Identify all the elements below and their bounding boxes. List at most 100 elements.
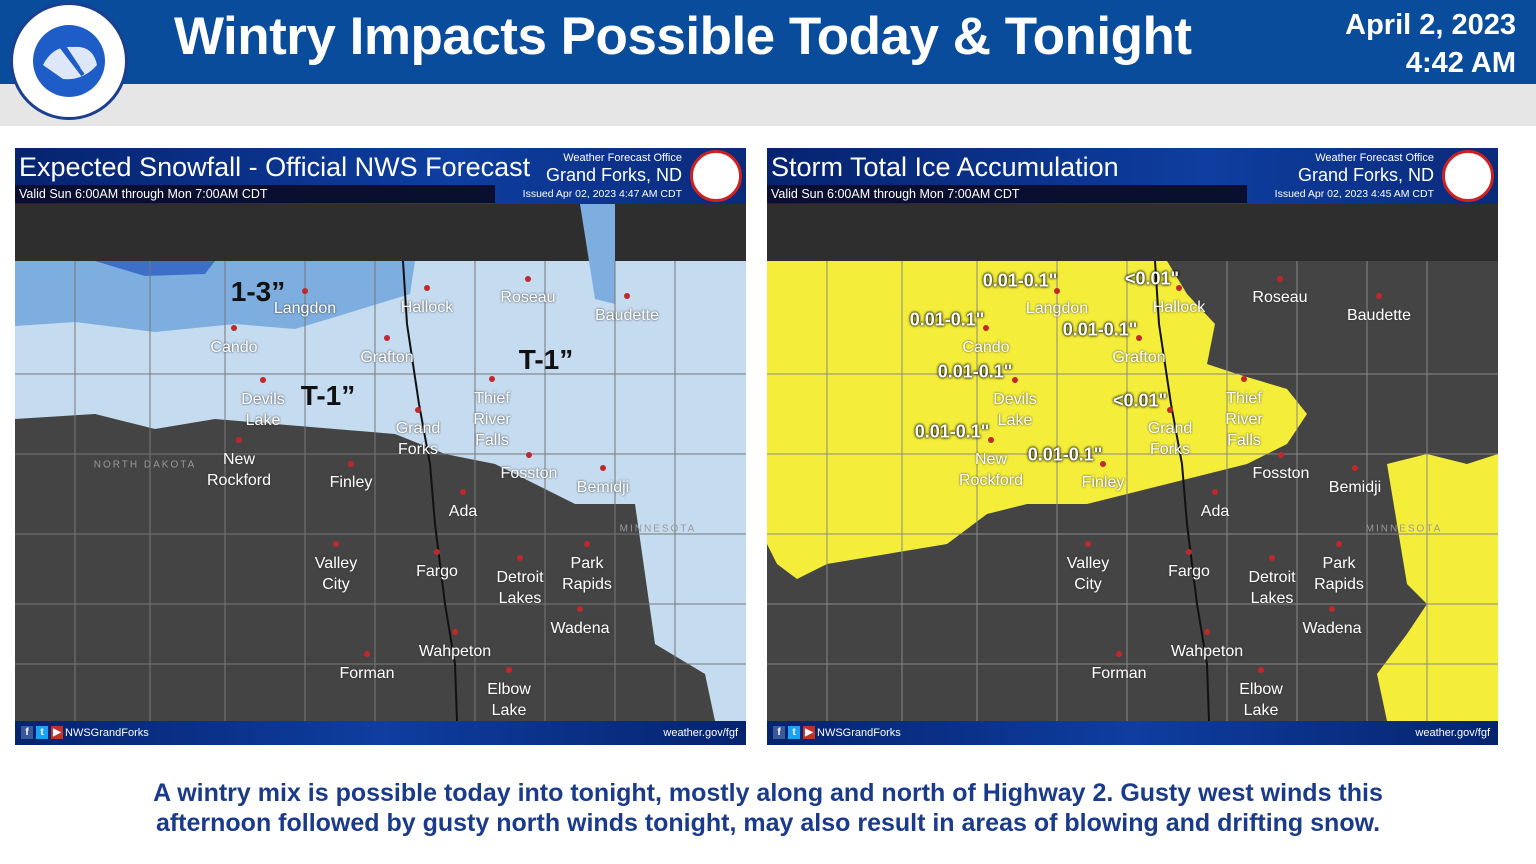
city-marker [489,376,495,382]
city-label: Fargo [416,563,458,580]
issued-time: Issued Apr 02, 2023 4:47 AM CDT [522,188,682,200]
city-label: Fargo [1168,563,1210,580]
city-marker [260,377,266,383]
date: April 2, 2023 [1345,9,1516,41]
city-marker [600,465,606,471]
city-label: Thief River Falls [473,390,511,449]
twitter-icon[interactable]: t [788,726,800,739]
panel-title: Storm Total Ice Accumulation [771,152,1119,182]
city-marker [415,407,421,413]
city-label: Elbow Lake [487,681,531,719]
facebook-icon[interactable]: f [21,726,33,739]
nws-logo-small [1442,150,1494,202]
city-marker [1278,452,1284,458]
state-label: MINNESOTA [619,523,697,535]
city-marker [348,461,354,467]
city-marker [983,325,989,331]
panel-header: Expected Snowfall - Official NWS Forecas… [15,148,746,204]
city-label: Bemidji [576,479,630,496]
city-marker [1136,335,1142,341]
city-marker [236,437,242,443]
ice-amount-label: 0.01-0.1" [1062,319,1138,340]
city-marker [452,629,458,635]
city-label: Baudette [1346,307,1412,324]
city-marker [1258,667,1264,673]
city-marker [384,335,390,341]
website-link[interactable]: weather.gov/fgf [1415,727,1490,739]
city-marker [424,285,430,291]
city-marker [364,651,370,657]
city-marker [1186,549,1192,555]
city-marker [517,555,523,561]
city-label: Forman [339,665,395,682]
ice-amount-label: 0.01-0.1" [914,421,990,442]
state-label: NORTH DAKOTA [93,459,197,471]
city-marker [1100,461,1106,467]
city-label: Devils Lake [993,391,1037,429]
city-label: Thief River Falls [1225,390,1263,449]
city-label: Park Rapids [1314,555,1364,593]
facebook-icon[interactable]: f [773,726,785,739]
city-marker [624,293,630,299]
youtube-icon[interactable]: ▶ [51,726,63,739]
panel-title: Expected Snowfall - Official NWS Forecas… [19,152,531,182]
ice-region-east [1377,454,1498,721]
city-marker [333,541,339,547]
caption-line-2: afternoon followed by gusty north winds … [155,809,1381,837]
snow-amount-label: 1-3” [230,276,286,307]
ice-amount-label: 0.01-0.1" [982,270,1058,291]
snow-amount-label: T-1” [518,344,574,375]
city-marker [1176,285,1182,291]
panel-footer: f t ▶ NWSGrandForks weather.gov/fgf [15,721,746,745]
city-label: Fosston [1252,465,1310,482]
office-name: Grand Forks, ND [1297,165,1434,185]
city-marker [1336,541,1342,547]
ice-amount-label: <0.01" [1112,390,1168,411]
city-label: Elbow Lake [1239,681,1283,719]
website-link[interactable]: weather.gov/fgf [663,727,738,739]
city-marker [231,325,237,331]
city-label: Hallock [400,299,454,316]
city-marker [1054,288,1060,294]
city-marker [1085,541,1091,547]
city-label: Grand Forks [1147,420,1193,458]
city-label: Ada [1200,503,1230,520]
office-label: Weather Forecast Office [1315,152,1434,164]
city-label: Valley City [314,555,358,593]
city-label: Wahpeton [1170,643,1244,660]
city-marker [1116,651,1122,657]
ice-map [767,204,1498,721]
ice-amount-label: 0.01-0.1" [937,361,1013,382]
city-label: Wadena [550,620,610,637]
city-label: Langdon [1025,300,1089,317]
twitter-icon[interactable]: t [36,726,48,739]
city-label: Wadena [1302,620,1362,637]
ice-panel: Storm Total Ice Accumulation Valid Sun 6… [767,148,1498,745]
ice-amount-label: 0.01-0.1" [1027,444,1103,465]
city-marker [302,288,308,294]
city-marker [577,606,583,612]
city-marker [1167,407,1173,413]
city-label: Langdon [273,300,337,317]
youtube-icon[interactable]: ▶ [803,726,815,739]
social-handle[interactable]: NWSGrandForks [65,727,149,739]
ice-amount-label: <0.01" [1124,268,1180,289]
city-label: Finley [1081,474,1125,491]
header-subband [0,84,1536,126]
city-marker [506,667,512,673]
city-label: Baudette [594,307,660,324]
snow-mid-region [15,204,615,332]
city-label: Ada [448,503,478,520]
city-label: Roseau [500,289,556,306]
city-marker [526,452,532,458]
caption: A wintry mix is possible today into toni… [0,778,1536,838]
state-border [1154,260,1210,721]
office-name: Grand Forks, ND [545,165,682,185]
timestamp: April 2, 2023 4:42 AM [1345,6,1516,82]
city-label: Bemidji [1328,479,1382,496]
city-label: Finley [329,474,373,491]
snow-dark-region [95,261,215,276]
city-label: New Rockford [206,451,272,489]
social-handle[interactable]: NWSGrandForks [817,727,901,739]
city-marker [1012,377,1018,383]
